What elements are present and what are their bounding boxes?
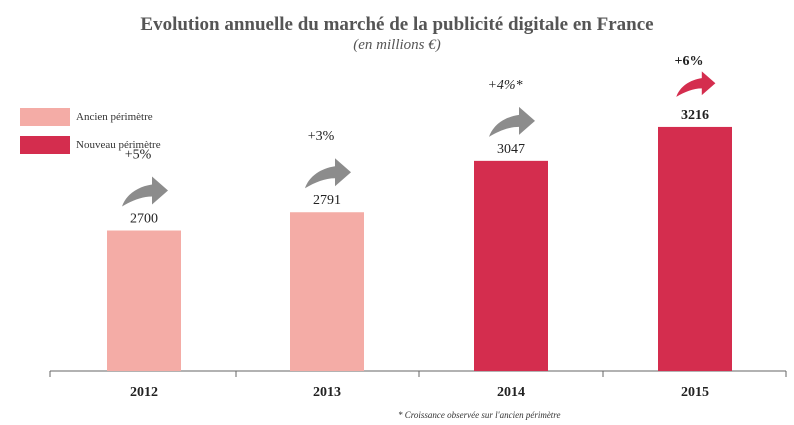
legend-label-nouveau: Nouveau périmètre: [76, 139, 161, 151]
chart-subtitle: (en millions €): [353, 37, 441, 53]
footnote: * Croissance observée sur l'ancien périm…: [398, 410, 561, 420]
growth-arrow-2014-shape: [489, 106, 535, 137]
growth-label-2014: +4%*: [487, 78, 522, 93]
category-label-2015: 2015: [681, 385, 709, 400]
bar-2012: [107, 230, 181, 371]
value-label-2014: 3047: [497, 142, 525, 157]
legend-swatch-nouveau: [20, 136, 70, 154]
growth-arrow-2013: [305, 158, 351, 189]
growth-label-2012: +5%: [125, 148, 152, 163]
category-label-2014: 2014: [497, 385, 525, 400]
value-label-2013: 2791: [313, 193, 341, 208]
bar-2013: [290, 212, 364, 371]
growth-arrow-2012: [122, 176, 168, 207]
bar-2014: [474, 160, 548, 371]
legend-label-ancien: Ancien périmètre: [76, 111, 153, 123]
growth-arrow-2012-shape: [122, 176, 168, 207]
chart-title: Evolution annuelle du marché de la publi…: [140, 14, 654, 35]
legend-item-ancien: Ancien périmètre: [20, 107, 161, 127]
value-label-2012: 2700: [130, 212, 158, 227]
growth-arrow-2015: [676, 71, 716, 97]
growth-label-2013: +3%: [308, 129, 335, 144]
legend-swatch-ancien: [20, 108, 70, 126]
growth-label-2015: +6%: [675, 54, 704, 69]
category-label-2012: 2012: [130, 385, 158, 400]
category-label-2013: 2013: [313, 385, 341, 400]
growth-arrow-2013-shape: [305, 158, 351, 189]
growth-arrow-2014: [489, 106, 535, 137]
legend-item-nouveau: Nouveau périmètre: [20, 135, 161, 155]
value-label-2015: 3216: [681, 108, 709, 123]
growth-arrow-2015-shape: [676, 71, 716, 97]
legend: Ancien périmètre Nouveau périmètre: [20, 107, 161, 163]
bar-2015: [658, 126, 732, 371]
